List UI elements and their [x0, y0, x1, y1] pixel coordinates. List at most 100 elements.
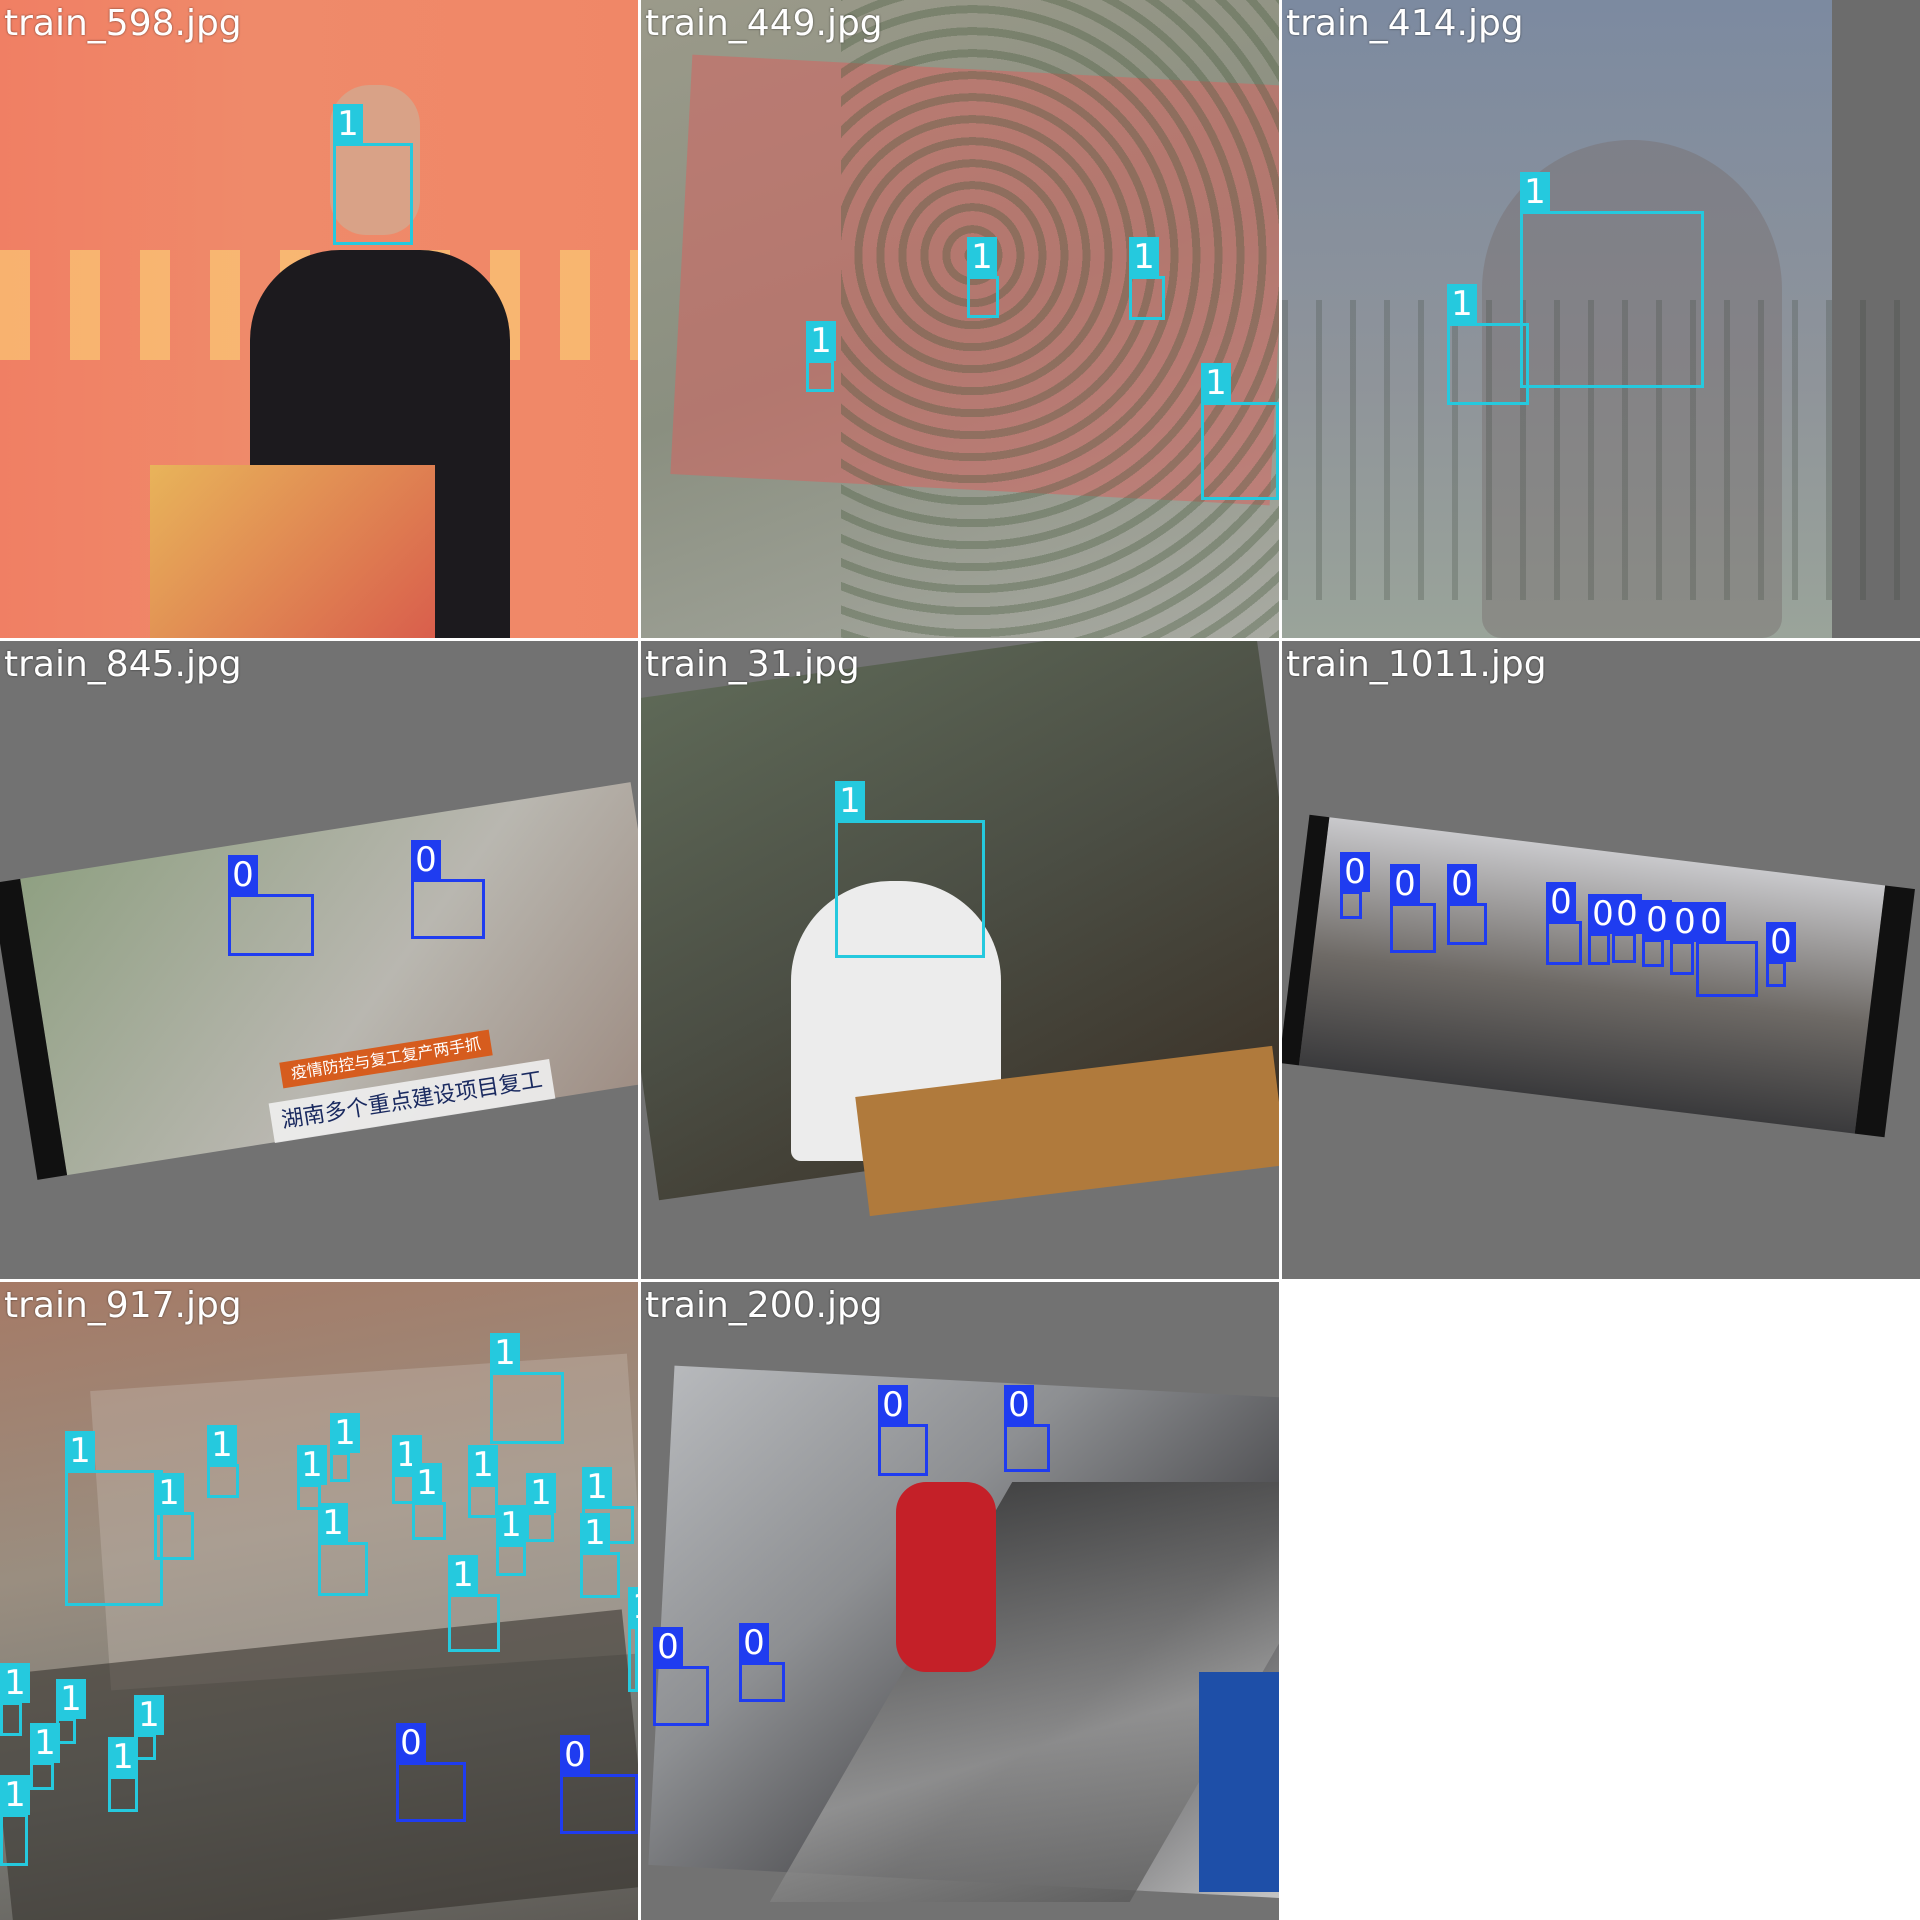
class-label: 1 — [806, 321, 836, 361]
detection-box: 1 — [56, 1679, 86, 1744]
class-label: 1 — [526, 1473, 556, 1513]
class-label: 1 — [297, 1445, 327, 1485]
class-label: 0 — [1390, 864, 1420, 904]
detection-box: 1 — [154, 1473, 194, 1560]
detection-box: 1 — [1129, 237, 1165, 320]
podium — [150, 465, 435, 638]
detection-box: 1 — [318, 1503, 368, 1596]
detection-box: 0 — [396, 1723, 466, 1822]
tile-train-414: train_414.jpg 1 1 — [1282, 0, 1920, 638]
detection-box: 1 — [496, 1505, 526, 1576]
gray-corner — [1832, 0, 1920, 638]
class-label: 0 — [1696, 902, 1726, 942]
class-label: 1 — [448, 1555, 478, 1595]
detection-box: 0 — [228, 855, 314, 956]
tree-overlay — [841, 0, 1279, 638]
detection-box: 0 — [1766, 922, 1796, 987]
detection-box: 1 — [448, 1555, 500, 1652]
class-label: 1 — [134, 1695, 164, 1735]
detection-box: 1 — [333, 104, 413, 245]
class-label: 1 — [1201, 363, 1231, 403]
class-label: 1 — [496, 1505, 526, 1545]
detection-box: 0 — [1447, 864, 1487, 945]
detection-box: 0 — [560, 1735, 638, 1834]
detection-box: 0 — [1670, 902, 1700, 975]
detection-box: 1 — [30, 1723, 60, 1790]
detection-box: 1 — [108, 1737, 138, 1812]
class-label: 0 — [1612, 894, 1642, 934]
class-label: 1 — [108, 1737, 138, 1777]
class-label: 1 — [628, 1587, 638, 1627]
class-label: 0 — [411, 840, 441, 880]
class-label: 1 — [967, 237, 997, 277]
class-label: 1 — [835, 781, 865, 821]
railing-overlay — [1282, 300, 1920, 600]
detection-box: 0 — [1004, 1385, 1050, 1472]
detection-box: 0 — [1696, 902, 1758, 997]
tile-filename: train_1011.jpg — [1286, 644, 1547, 685]
class-label: 0 — [1766, 922, 1796, 962]
class-label: 1 — [318, 1503, 348, 1543]
class-label: 0 — [1546, 882, 1576, 922]
tile-train-200: train_200.jpg 0 0 0 0 — [641, 1282, 1279, 1920]
tile-train-1011: train_1011.jpg 0 0 0 0 0 0 0 0 0 0 — [1282, 641, 1920, 1279]
class-label: 1 — [333, 104, 363, 144]
class-label: 1 — [468, 1445, 498, 1485]
class-label: 1 — [582, 1467, 612, 1507]
class-label: 0 — [1670, 902, 1700, 942]
tile-train-917: train_917.jpg 1 1 1 1 1 1 1 1 1 1 1 1 1 … — [0, 1282, 638, 1920]
detection-box: 1 — [628, 1587, 638, 1692]
mosaic-photo — [1282, 0, 1920, 638]
class-label: 0 — [878, 1385, 908, 1425]
class-label: 1 — [330, 1413, 360, 1453]
class-label: 0 — [396, 1723, 426, 1763]
detection-box: 0 — [1340, 852, 1370, 919]
detection-box: 0 — [411, 840, 485, 939]
detection-box: 1 — [0, 1775, 30, 1866]
tile-filename: train_31.jpg — [645, 644, 860, 685]
detection-box: 1 — [134, 1695, 164, 1760]
class-label: 1 — [490, 1333, 520, 1373]
tile-train-449: train_449.jpg 1 1 1 1 — [641, 0, 1279, 638]
detection-box: 1 — [65, 1431, 163, 1606]
class-label: 1 — [65, 1431, 95, 1471]
class-label: 0 — [560, 1735, 590, 1775]
detection-box: 0 — [1642, 900, 1672, 967]
class-label: 0 — [739, 1623, 769, 1663]
class-label: 1 — [412, 1463, 442, 1503]
detection-box: 1 — [1447, 284, 1529, 405]
class-label: 0 — [1340, 852, 1370, 892]
class-label: 1 — [0, 1775, 30, 1815]
detection-box: 0 — [739, 1623, 785, 1702]
detection-box: 1 — [490, 1333, 564, 1444]
detection-box: 1 — [0, 1663, 30, 1736]
detection-box: 0 — [1612, 894, 1642, 963]
class-label: 1 — [1447, 284, 1477, 324]
class-label: 1 — [56, 1679, 86, 1719]
detection-box: 0 — [1588, 894, 1618, 965]
class-label: 0 — [653, 1627, 683, 1667]
class-label: 1 — [0, 1663, 30, 1703]
detection-box: 1 — [835, 781, 985, 958]
tile-filename: train_598.jpg — [4, 3, 242, 44]
tile-train-598: train_598.jpg 1 — [0, 0, 638, 638]
class-label: 1 — [154, 1473, 184, 1513]
class-label: 0 — [1447, 864, 1477, 904]
detection-box: 1 — [1520, 172, 1704, 388]
tile-train-845: 湖南多个重点建设项目复工 疫情防控与复工复产两手抓 train_845.jpg … — [0, 641, 638, 1279]
tile-filename: train_449.jpg — [645, 3, 883, 44]
detection-box: 1 — [207, 1425, 239, 1498]
tile-filename: train_414.jpg — [1286, 3, 1524, 44]
detection-box: 1 — [967, 237, 999, 318]
detection-box: 1 — [330, 1413, 360, 1482]
class-label: 1 — [1520, 172, 1550, 212]
class-label: 1 — [1129, 237, 1159, 277]
detection-box: 1 — [1201, 363, 1279, 500]
tile-filename: train_845.jpg — [4, 644, 242, 685]
class-label: 0 — [1004, 1385, 1034, 1425]
detection-box: 1 — [412, 1463, 446, 1540]
blue-sign — [1199, 1672, 1279, 1892]
class-label: 1 — [580, 1513, 610, 1553]
detection-box: 1 — [297, 1445, 327, 1510]
